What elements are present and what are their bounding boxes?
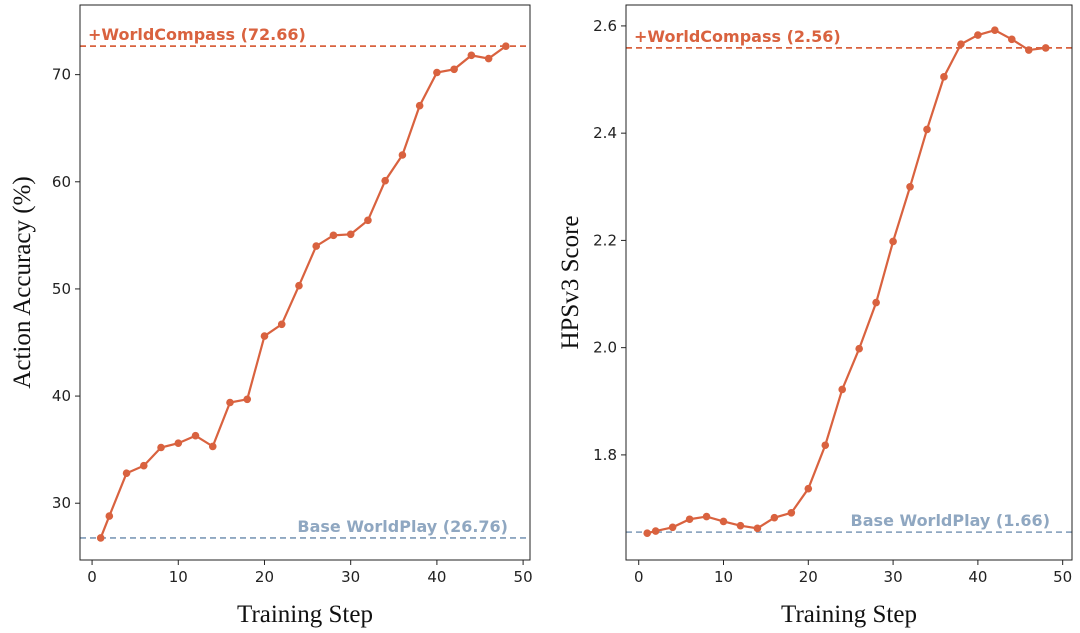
reference-line-label: Base WorldPlay (26.76) (297, 517, 508, 536)
x-tick-label: 50 (1053, 568, 1072, 586)
data-point (838, 385, 847, 394)
data-point (923, 125, 931, 134)
data-point (1007, 35, 1016, 44)
data-point (346, 230, 355, 239)
data-point (157, 443, 165, 452)
data-point (484, 54, 493, 63)
data-point (191, 431, 200, 440)
data-point (260, 332, 269, 340)
data-point (243, 395, 252, 404)
y-axis-label: HPSv3 Score (557, 215, 584, 349)
y-tick-label: 2.2 (593, 231, 617, 249)
series-line (99, 45, 507, 539)
data-point (1041, 44, 1050, 52)
data-point (398, 151, 407, 159)
data-point (502, 42, 510, 50)
x-tick-label: 10 (714, 568, 733, 586)
y-tick-label: 2.0 (593, 339, 617, 357)
data-point (940, 73, 948, 81)
y-tick-label: 50 (52, 280, 71, 298)
data-point (208, 442, 217, 451)
data-point (364, 216, 372, 225)
data-point (974, 31, 982, 39)
chart-1: +WorldCompass (72.66) Base WorldPlay (26.… (9, 4, 533, 628)
data-point (770, 513, 779, 522)
x-tick-label: 50 (514, 568, 533, 586)
data-point (226, 398, 234, 407)
data-point (787, 509, 796, 517)
data-point (804, 484, 813, 493)
data-point (889, 237, 897, 246)
data-point (1024, 46, 1033, 54)
y-tick-label: 40 (52, 387, 71, 405)
data-point (122, 469, 131, 478)
data-point (906, 182, 914, 191)
x-tick-label: 20 (255, 568, 274, 586)
data-point (467, 51, 476, 60)
x-tick-label: 10 (169, 568, 188, 586)
data-point (668, 523, 677, 532)
data-point (736, 521, 745, 530)
axes-frame (625, 4, 1073, 561)
data-point (433, 68, 441, 77)
data-point (821, 441, 830, 450)
x-tick-label: 20 (799, 568, 818, 586)
data-point (855, 344, 863, 353)
data-point (643, 529, 651, 537)
data-point (312, 242, 321, 250)
data-point (872, 298, 880, 307)
y-tick-label: 1.8 (593, 446, 617, 464)
y-tick-label: 30 (52, 494, 71, 512)
data-point (702, 512, 711, 521)
reference-line-label: +WorldCompass (72.66) (88, 25, 306, 44)
data-point (295, 281, 303, 290)
y-tick-label: 2.4 (593, 124, 617, 142)
series-line (646, 29, 1046, 535)
axes-frame (79, 4, 531, 561)
y-tick-label: 2.6 (593, 17, 617, 35)
x-axis-label: Training Step (237, 601, 373, 628)
x-tick-label: 0 (634, 568, 644, 586)
x-tick-label: 30 (341, 568, 360, 586)
x-axis-label: Training Step (781, 601, 917, 628)
x-tick-label: 40 (968, 568, 987, 586)
chart-2: +WorldCompass (2.56) Base WorldPlay (1.66… (557, 4, 1073, 628)
data-point (415, 101, 424, 110)
reference-line-label: +WorldCompass (2.56) (634, 27, 841, 46)
data-point (329, 231, 338, 240)
data-point (719, 517, 728, 526)
data-point (450, 65, 458, 74)
data-point (381, 176, 389, 185)
y-tick-label: 60 (52, 173, 71, 191)
data-point (957, 40, 965, 48)
data-point (685, 515, 694, 524)
reference-line-label: Base WorldPlay (1.66) (851, 511, 1050, 530)
data-point (139, 461, 148, 470)
data-point (277, 320, 286, 329)
x-tick-label: 30 (884, 568, 903, 586)
data-point (753, 524, 762, 533)
x-tick-label: 0 (87, 568, 97, 586)
y-axis-label: Action Accuracy (%) (9, 176, 36, 388)
data-point (96, 534, 105, 542)
data-point (991, 26, 999, 35)
data-point (105, 512, 114, 520)
data-point (174, 439, 183, 448)
x-tick-label: 40 (427, 568, 446, 586)
y-tick-label: 70 (52, 66, 71, 84)
data-point (651, 527, 660, 535)
